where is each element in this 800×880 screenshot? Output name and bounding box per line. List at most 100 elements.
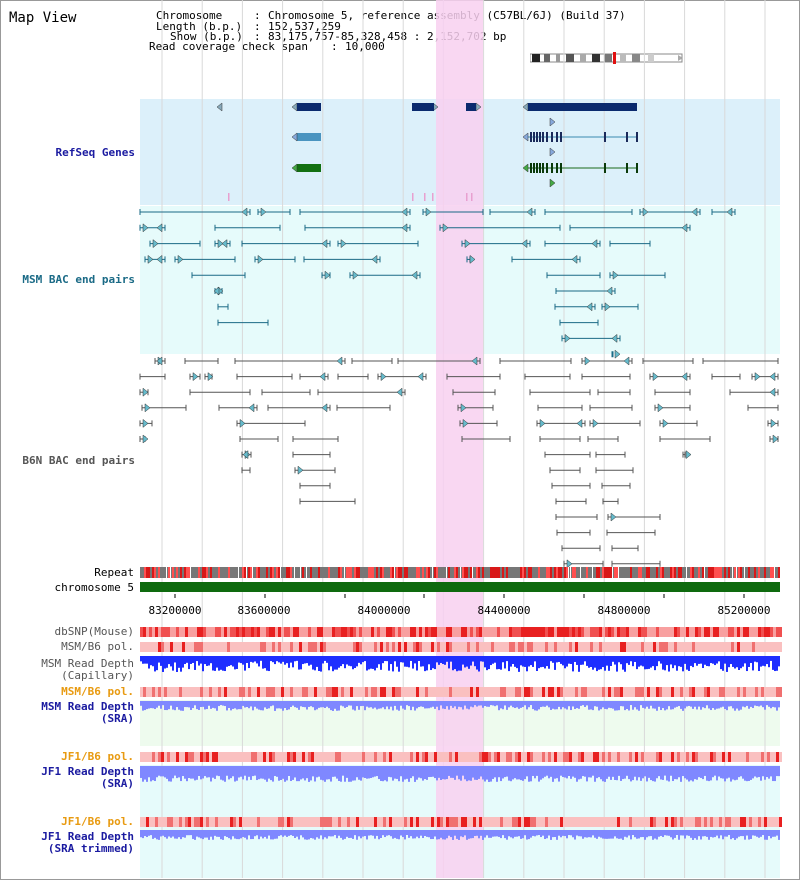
depth-bar (482, 830, 484, 840)
heat-cell (152, 752, 155, 762)
depth-bar (170, 656, 172, 667)
depth-bar (774, 701, 776, 708)
depth-bar (718, 766, 720, 777)
depth-bar (342, 830, 344, 840)
b6n-arrow (417, 372, 424, 382)
heat-cell (689, 642, 692, 652)
depth-bar (360, 656, 362, 665)
track-label-refseq[interactable]: RefSeq Genes (55, 146, 135, 159)
heat-cell (764, 627, 767, 637)
heat-cell (308, 687, 311, 697)
heat-cell (224, 642, 227, 652)
depth-bar (538, 656, 540, 669)
heat-cell (734, 627, 737, 637)
depth-bar (532, 766, 534, 776)
heat-cell (389, 817, 392, 827)
depth-bar (720, 766, 722, 779)
heat-cell (173, 687, 176, 697)
depth-bar (588, 830, 590, 838)
heat-cell (602, 642, 605, 652)
depth-bar (614, 766, 616, 780)
heat-cell (341, 642, 344, 652)
heat-cell (266, 752, 269, 762)
depth-bar (724, 830, 726, 837)
depth-bar (190, 656, 192, 664)
depth-bar (186, 830, 188, 836)
heat-cell (680, 687, 683, 697)
depth-bar (388, 656, 390, 671)
track-label-jf1-b6-pol-2: JF1/B6 pol. (61, 815, 134, 828)
depth-bar (410, 766, 412, 779)
heat-cell (746, 627, 749, 637)
heat-cell (458, 817, 461, 827)
heat-cell (431, 627, 434, 637)
depth-bar (764, 656, 766, 667)
msm-bac-track[interactable] (139, 207, 736, 359)
heat-cell (233, 627, 236, 637)
heat-cell (500, 752, 503, 762)
heat-cell (527, 752, 530, 762)
track-label-b6n-bac[interactable]: B6N BAC end pairs (22, 454, 135, 467)
depth-bar (268, 701, 270, 709)
heat-cell (380, 752, 383, 762)
depth-bar (284, 830, 286, 836)
heat-cell (440, 687, 443, 697)
heat-cell (389, 687, 392, 697)
chromosome-ideogram[interactable] (530, 52, 686, 66)
heat-cell (326, 817, 329, 827)
depth-bar (682, 830, 684, 836)
heat-cell (479, 817, 482, 827)
heat-cell (467, 642, 470, 652)
depth-bar (580, 830, 582, 837)
heat-cell (683, 817, 686, 827)
heat-cell (206, 817, 209, 827)
b6n-bac-track[interactable] (139, 356, 779, 569)
heat-cell (365, 817, 368, 827)
heat-cell (584, 752, 587, 762)
heat-cell (371, 817, 374, 827)
depth-bar (166, 701, 168, 711)
heat-cell (440, 642, 443, 652)
heat-cell (455, 642, 458, 652)
depth-bar (312, 830, 314, 839)
depth-bar (156, 830, 158, 840)
depth-bar (418, 766, 420, 778)
depth-bar (216, 656, 218, 668)
depth-bar (194, 701, 196, 706)
heat-cell (527, 687, 530, 697)
depth-bar (640, 701, 642, 706)
repeat-element (346, 567, 348, 578)
depth-bar (256, 656, 258, 664)
depth-bar (710, 701, 712, 711)
depth-bar (318, 701, 320, 708)
heat-cell (332, 687, 335, 697)
refseq-gene-track[interactable] (216, 102, 638, 201)
depth-bar (496, 830, 498, 837)
depth-bar (358, 766, 360, 780)
heat-cell (719, 687, 722, 697)
repeat-element (614, 567, 616, 578)
heat-cell (284, 752, 287, 762)
depth-bar (732, 766, 734, 780)
heat-cell (386, 752, 389, 762)
heat-cell (158, 752, 161, 762)
track-label-jf1-trim: JF1 Read Depth (41, 830, 134, 843)
chromosome-bar (140, 582, 780, 592)
heat-cell (689, 752, 692, 762)
heat-cell (692, 627, 695, 637)
depth-bar (174, 701, 176, 711)
depth-bar (172, 701, 174, 710)
heat-cell (674, 627, 677, 637)
heat-cell (353, 687, 356, 697)
heat-cell (326, 627, 329, 637)
gene-block (412, 103, 434, 111)
repeat-track[interactable] (140, 567, 780, 578)
heat-cell (386, 642, 389, 652)
track-label-msm-bac[interactable]: MSM BAC end pairs (22, 273, 135, 286)
repeat-element (318, 567, 320, 578)
depth-bar (468, 701, 470, 710)
depth-bar (774, 766, 776, 782)
heat-cell (440, 627, 443, 637)
heat-cell (647, 642, 650, 652)
